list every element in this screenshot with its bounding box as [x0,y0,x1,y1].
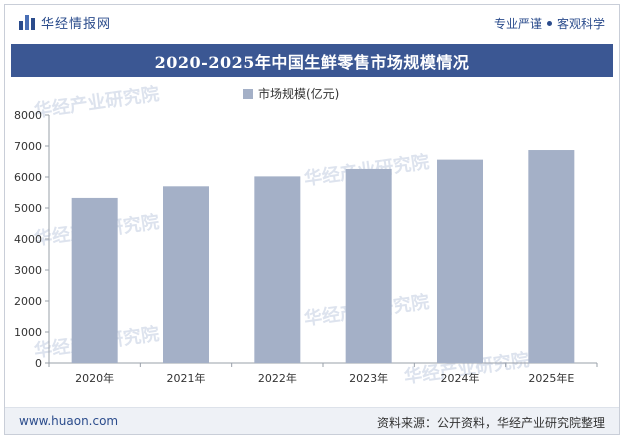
x-tick-label-5: 2025年E [528,371,574,385]
x-tick-label-0: 2020年 [75,371,114,385]
x-tick-label-2: 2022年 [258,371,297,385]
y-tick-label-3: 3000 [14,264,42,277]
legend-swatch [243,89,253,99]
y-tick-label-0: 0 [35,357,42,370]
y-tick-label-2: 2000 [14,295,42,308]
slogan-dot-icon [546,21,552,26]
website-link[interactable]: www.huaon.com [19,414,119,428]
header-bar: 华经情报网 专业严谨 客观科学 [5,5,619,39]
slogan-right: 客观科学 [556,17,605,31]
bar-chart: 华经产业研究院华经产业研究院华经产业研究院华经产业研究院华经产业研究院华经产业研… [14,83,598,388]
bar-5[interactable] [528,150,575,363]
legend-label: 市场规模(亿元) [258,86,339,101]
x-tick-label-1: 2021年 [167,371,206,385]
bar-2[interactable] [254,176,301,363]
chart-card: 华经情报网 专业严谨 客观科学 2020-2025年中国生鲜零售市场规模情况 华… [4,4,620,435]
slogan-left: 专业严谨 [493,17,542,31]
title-bar: 2020-2025年中国生鲜零售市场规模情况 [11,44,613,77]
brand-logo-icon [19,14,35,30]
bar-1[interactable] [163,186,209,363]
x-tick-label-3: 2023年 [349,371,388,385]
watermark-text-0: 华经产业研究院 [33,83,161,122]
bar-3[interactable] [345,168,392,363]
footer-bar: www.huaon.com 资料来源：公开资料，华经产业研究院整理 [5,407,619,434]
bar-0[interactable] [71,197,118,363]
bar-4[interactable] [437,159,483,363]
y-tick-label-5: 5000 [14,202,42,215]
brand[interactable]: 华经情报网 [19,14,112,32]
brand-name: 华经情报网 [41,16,112,32]
y-tick-label-4: 4000 [14,233,42,246]
slogan: 专业严谨 客观科学 [494,15,605,32]
y-tick-label-8: 8000 [14,109,42,122]
y-tick-label-6: 6000 [14,171,42,184]
y-tick-label-7: 7000 [14,140,42,153]
x-tick-label-4: 2024年 [441,371,480,385]
y-tick-label-1: 1000 [14,326,42,339]
source-note: 资料来源：公开资料，华经产业研究院整理 [376,416,605,430]
chart-title: 2020-2025年中国生鲜零售市场规模情况 [154,52,470,72]
